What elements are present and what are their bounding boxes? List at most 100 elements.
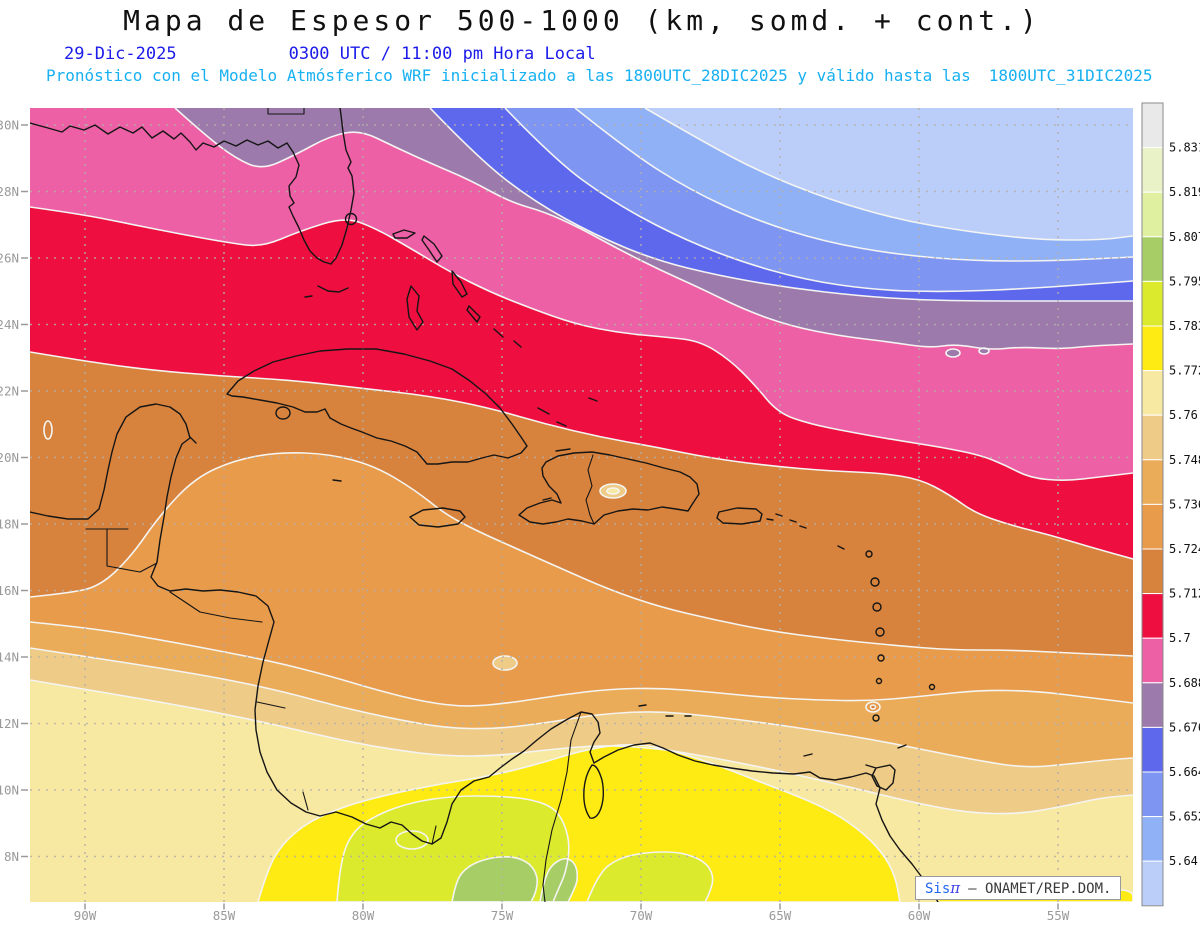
lon-axis-label: 85W xyxy=(213,908,236,923)
cozumel xyxy=(189,436,197,444)
lat-axis-label: 28N xyxy=(0,184,19,199)
central-south-america-coastline xyxy=(30,403,939,902)
credit-badge: Sisπ – ONAMET/REP.DOM. xyxy=(915,876,1122,900)
colorbar-segment-pale_blue xyxy=(1141,860,1164,907)
spot-mauve xyxy=(946,349,960,357)
lake-maracaibo xyxy=(583,764,604,819)
political-borders xyxy=(85,528,582,902)
contour-fill-bands xyxy=(30,108,1133,902)
lat-axis-label: 30N xyxy=(0,118,19,133)
lat-axis-label: 14N xyxy=(0,650,19,665)
model-run-line: Pronóstico con el Modelo Atmósferico WRF… xyxy=(46,66,1153,85)
lon-axis-label: 70W xyxy=(630,908,653,923)
colorbar-segment-tan xyxy=(1141,414,1164,461)
colorbar-segment-orange xyxy=(1141,503,1164,550)
colorbar-segment-pale_green xyxy=(1141,147,1164,193)
colorbar-segment-lt_orange xyxy=(1141,459,1164,505)
colorbar-segment-burnt_orange xyxy=(1141,548,1164,595)
contour-line xyxy=(30,621,1133,707)
lon-axis-label: 75W xyxy=(491,908,514,923)
contour-line xyxy=(451,855,538,902)
contour-line xyxy=(586,851,714,902)
contour-line xyxy=(174,108,1133,350)
cayman xyxy=(332,479,342,482)
blob-yellowgreen xyxy=(587,852,713,902)
lat-axis-label: 24N xyxy=(0,317,19,332)
lat-axis-label: 18N xyxy=(0,517,19,532)
lat-axis-label: 26N xyxy=(0,251,19,266)
contour-ring xyxy=(869,704,877,710)
axis-labels: 30N 28N 26N 24N 22N 20N 18N 16N 14N 12N 10N 8N 90W 85… xyxy=(0,118,1070,924)
colorbar-segment-mauve xyxy=(1141,682,1164,728)
colorbar-label: 5.676 xyxy=(1169,720,1200,734)
contour-ring xyxy=(492,655,518,671)
contour-line xyxy=(539,857,579,902)
colorbar-segment-red xyxy=(1141,593,1164,639)
gulf-florida-coastline xyxy=(30,108,355,265)
colorbar-label: 5.795 xyxy=(1169,274,1200,288)
colorbar-label: 5.807 xyxy=(1169,230,1200,244)
isla-juventud xyxy=(275,406,291,420)
valid-time: 0300 UTC / 11:00 pm Hora Local xyxy=(288,44,596,64)
contour-line xyxy=(257,743,901,902)
colorbar-label: 5.712 xyxy=(1169,587,1200,601)
lat-axis-label: 16N xyxy=(0,583,19,598)
florida-keys xyxy=(304,285,349,298)
spot-tan xyxy=(493,656,517,670)
lon-axis-label: 55W xyxy=(1047,908,1070,923)
colorbar-legend: 5.831 5.819 5.807 5.795 5.783 5.772 5.76 5.748 5… xyxy=(1141,102,1200,907)
colorbar-segment-blue_violet xyxy=(1141,726,1164,773)
lake-okeechobee xyxy=(344,212,358,226)
contour-line xyxy=(574,108,1133,262)
contour-ring xyxy=(606,487,620,495)
colorbar-label: 5.76 xyxy=(1169,408,1198,422)
jamaica-coastline xyxy=(409,507,466,528)
contour-line xyxy=(30,206,1133,481)
colorbar-segment-green xyxy=(1141,236,1164,282)
contour-ring xyxy=(395,830,429,850)
contour-ring xyxy=(945,348,961,358)
model-valid-until: 1800UTC_31DIC2025 xyxy=(988,66,1153,85)
colorbar-label: 5.64 xyxy=(1169,854,1198,868)
colorbar-segment-lt_blue xyxy=(1141,816,1164,862)
haiti-dr-border xyxy=(585,454,595,525)
blob-green xyxy=(452,856,538,902)
lat-axis-label: 22N xyxy=(0,384,19,399)
lat-axis-label: 12N xyxy=(0,716,19,731)
colorbar-segment-yellowgreen xyxy=(1141,280,1164,327)
colorbar-label: 5.819 xyxy=(1169,185,1200,199)
colorbar-segment-lt_yellowgreen xyxy=(1141,191,1164,238)
colorbar-label: 5.7 xyxy=(1169,631,1191,645)
blob-green xyxy=(540,858,578,902)
lesser-antilles-islands xyxy=(638,545,936,757)
lon-axis-label: 90W xyxy=(74,908,97,923)
coastlines xyxy=(30,108,939,902)
colorbar-label: 5.783 xyxy=(1169,319,1200,333)
lon-axis-label: 60W xyxy=(908,908,931,923)
colorbar-label: 5.688 xyxy=(1169,676,1200,690)
colorbar-segment-lt_gray xyxy=(1141,102,1164,149)
lat-axis-label: 10N xyxy=(0,783,19,798)
cuba-coastline xyxy=(226,348,528,465)
contour-line xyxy=(429,108,1133,302)
puerto-rico-coastline xyxy=(716,507,807,529)
contour-line xyxy=(504,108,1133,293)
colorbar-segment-cream xyxy=(1141,370,1164,416)
contour-line xyxy=(30,452,1133,657)
trinidad-coastline xyxy=(865,764,896,791)
colorbar-label: 5.652 xyxy=(1169,810,1200,824)
hispaniola-coastline xyxy=(518,451,700,525)
datetime-line: 29-Dic-2025 0300 UTC / 11:00 pm Hora Loc… xyxy=(64,44,596,64)
colorbar-label: 5.772 xyxy=(1169,364,1200,378)
tortuga-gonave xyxy=(542,448,571,501)
colorbar-label: 5.831 xyxy=(1169,141,1200,155)
colorbar-segment-med_blue xyxy=(1141,771,1164,818)
colorbar-segment-yellow xyxy=(1141,325,1164,372)
colorbar-label: 5.724 xyxy=(1169,542,1200,556)
valid-date: 29-Dic-2025 xyxy=(64,44,177,64)
contour-line xyxy=(644,108,1133,241)
model-run-text: Pronóstico con el Modelo Atmósferico WRF… xyxy=(46,66,971,85)
pi-icon: π xyxy=(950,879,961,897)
lat-axis-label: 8N xyxy=(4,849,19,864)
